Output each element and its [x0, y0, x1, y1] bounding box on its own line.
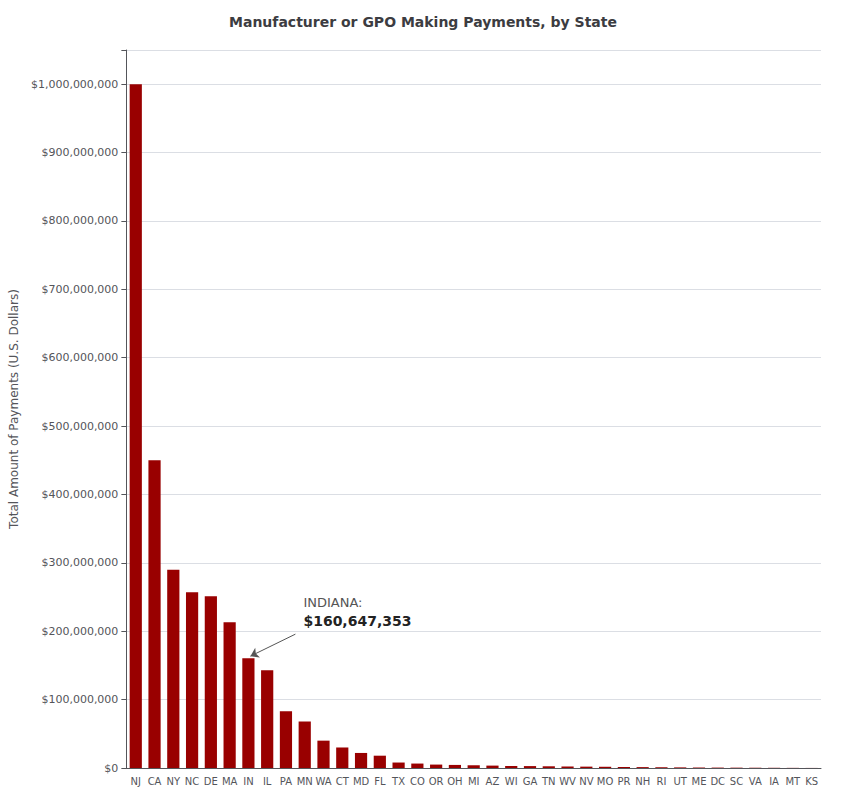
- svg-text:DE: DE: [204, 776, 218, 787]
- svg-text:$800,000,000: $800,000,000: [41, 214, 118, 227]
- svg-text:$500,000,000: $500,000,000: [41, 420, 118, 433]
- svg-text:MO: MO: [597, 776, 614, 787]
- svg-text:WA: WA: [315, 776, 331, 787]
- svg-text:ME: ME: [691, 776, 706, 787]
- svg-text:DC: DC: [710, 776, 725, 787]
- svg-text:OR: OR: [429, 776, 444, 787]
- svg-text:VA: VA: [749, 776, 762, 787]
- svg-text:MI: MI: [468, 776, 480, 787]
- svg-text:IL: IL: [263, 776, 272, 787]
- svg-text:OH: OH: [447, 776, 462, 787]
- svg-text:$160,647,353: $160,647,353: [303, 613, 411, 629]
- svg-text:MD: MD: [353, 776, 370, 787]
- svg-text:AZ: AZ: [486, 776, 500, 787]
- svg-text:IA: IA: [769, 776, 779, 787]
- svg-text:MT: MT: [785, 776, 801, 787]
- svg-text:$1,000,000,000: $1,000,000,000: [31, 78, 118, 91]
- svg-text:PA: PA: [280, 776, 292, 787]
- svg-text:MN: MN: [297, 776, 313, 787]
- svg-text:PR: PR: [617, 776, 630, 787]
- svg-text:MA: MA: [222, 776, 238, 787]
- svg-text:$200,000,000: $200,000,000: [41, 625, 118, 638]
- svg-text:NH: NH: [635, 776, 650, 787]
- svg-text:$300,000,000: $300,000,000: [41, 556, 118, 569]
- svg-text:$100,000,000: $100,000,000: [41, 693, 118, 706]
- svg-text:GA: GA: [523, 776, 538, 787]
- svg-text:$0: $0: [104, 762, 118, 775]
- svg-text:WV: WV: [559, 776, 576, 787]
- svg-text:INDIANA:: INDIANA:: [303, 595, 362, 610]
- svg-text:FL: FL: [374, 776, 386, 787]
- svg-text:IN: IN: [243, 776, 253, 787]
- svg-text:Total Amount of Payments (U.S.: Total Amount of Payments (U.S. Dollars): [7, 289, 21, 530]
- svg-text:KS: KS: [805, 776, 818, 787]
- svg-text:RI: RI: [656, 776, 666, 787]
- svg-text:Manufacturer or GPO Making Pay: Manufacturer or GPO Making Payments, by …: [229, 14, 617, 30]
- svg-text:$400,000,000: $400,000,000: [41, 488, 118, 501]
- svg-text:NV: NV: [579, 776, 593, 787]
- svg-text:SC: SC: [730, 776, 743, 787]
- svg-text:CT: CT: [336, 776, 350, 787]
- svg-text:TX: TX: [391, 776, 405, 787]
- svg-text:$700,000,000: $700,000,000: [41, 283, 118, 296]
- svg-text:WI: WI: [505, 776, 518, 787]
- svg-text:NJ: NJ: [131, 776, 141, 787]
- svg-text:CO: CO: [410, 776, 425, 787]
- svg-text:$900,000,000: $900,000,000: [41, 146, 118, 159]
- svg-text:NC: NC: [185, 776, 199, 787]
- svg-text:CA: CA: [148, 776, 162, 787]
- svg-text:UT: UT: [673, 776, 687, 787]
- svg-text:TN: TN: [541, 776, 556, 787]
- svg-text:$600,000,000: $600,000,000: [41, 351, 118, 364]
- svg-text:NY: NY: [167, 776, 181, 787]
